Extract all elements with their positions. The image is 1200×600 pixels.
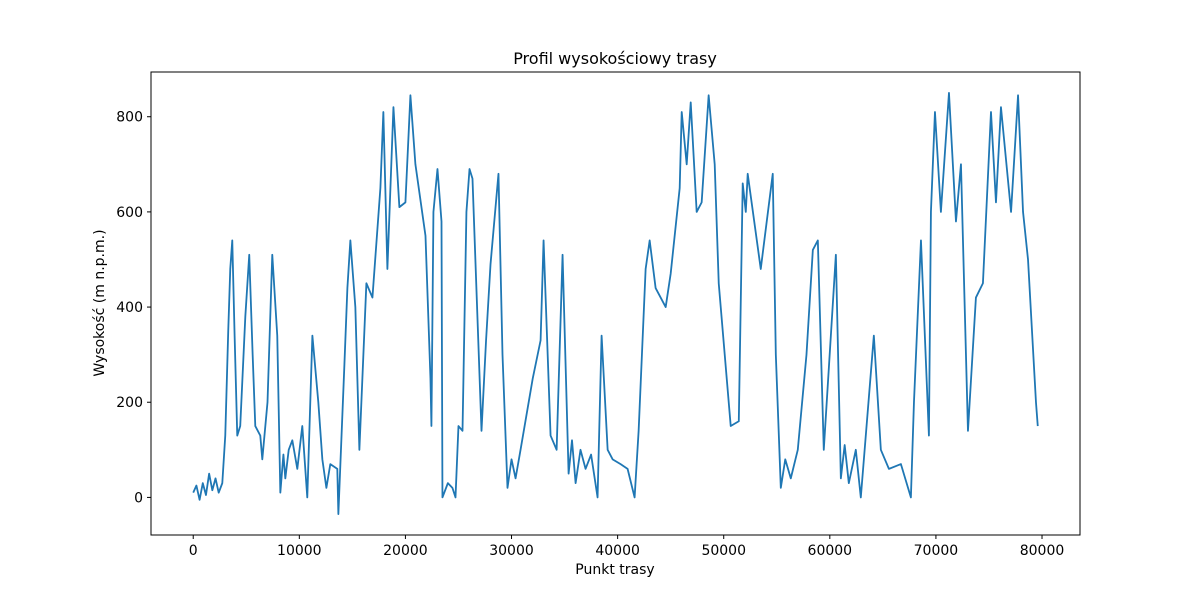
x-tick-label: 80000 [1020, 543, 1065, 559]
plot-frame [150, 71, 1081, 536]
x-tick-label: 70000 [914, 543, 959, 559]
x-tick-label: 50000 [701, 543, 746, 559]
y-axis-label: Wysokość (m n.p.m.) [92, 229, 108, 376]
x-axis-label: Punkt trasy [575, 562, 654, 578]
y-tick-label: 600 [116, 205, 143, 221]
line-series [192, 92, 1039, 515]
y-tick-label: 800 [116, 110, 143, 126]
chart-title: Profil wysokościowy trasy [513, 49, 717, 68]
y-tick-label: 0 [134, 490, 143, 506]
x-tick-label: 10000 [277, 543, 322, 559]
x-tick-label: 60000 [808, 543, 853, 559]
x-tick-label: 40000 [595, 543, 640, 559]
y-tick-label: 200 [116, 395, 143, 411]
x-tick-label: 20000 [383, 543, 428, 559]
x-tick-label: 30000 [489, 543, 534, 559]
y-tick-label: 400 [116, 300, 143, 316]
x-tick-label: 0 [189, 543, 198, 559]
